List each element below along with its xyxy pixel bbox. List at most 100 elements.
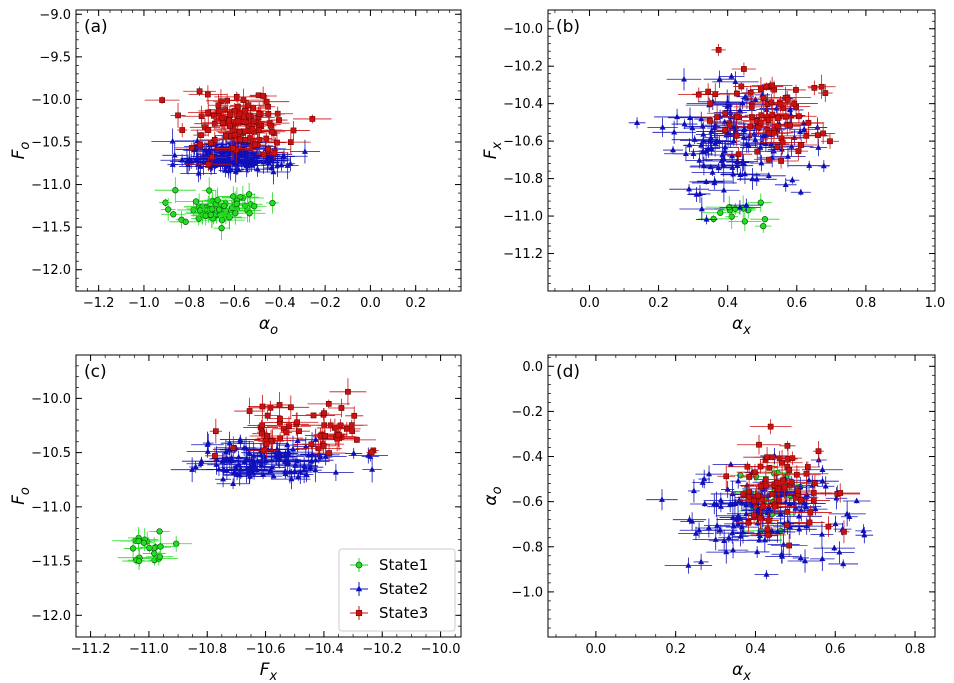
data-point <box>243 455 250 462</box>
data-point <box>788 143 795 149</box>
series-state3 <box>144 85 332 172</box>
data-point <box>259 422 266 429</box>
data-point <box>687 114 694 120</box>
data-point <box>729 529 736 536</box>
y-tick-label: 0.0 <box>522 360 543 375</box>
data-point <box>771 129 777 136</box>
data-point <box>696 526 703 533</box>
data-point <box>822 482 829 489</box>
data-point <box>737 532 744 539</box>
data-point <box>758 159 765 166</box>
data-point <box>263 441 270 447</box>
data-point <box>724 486 731 492</box>
data-point <box>778 145 785 152</box>
data-point <box>708 128 715 134</box>
data-point <box>807 509 814 516</box>
data-point <box>223 162 230 169</box>
data-point <box>274 139 280 146</box>
data-point <box>722 127 728 134</box>
data-point <box>212 452 218 459</box>
data-point <box>769 111 776 118</box>
y-tick-label: −10.4 <box>503 97 543 112</box>
data-point <box>798 497 804 503</box>
data-point <box>321 410 327 417</box>
data-point <box>276 402 283 408</box>
data-point <box>784 442 791 449</box>
data-point <box>714 137 721 144</box>
data-point <box>368 449 375 456</box>
data-point <box>294 437 301 443</box>
data-point <box>286 468 293 475</box>
legend-label-state3: State3 <box>379 604 428 622</box>
data-point <box>233 94 240 100</box>
x-tick-label: 1.0 <box>925 296 946 311</box>
data-point <box>267 122 274 129</box>
data-point <box>759 497 765 503</box>
data-point <box>269 128 275 135</box>
data-point <box>740 126 747 133</box>
data-point <box>751 512 757 519</box>
data-point <box>179 127 186 133</box>
data-point <box>762 482 769 489</box>
data-point <box>690 150 697 157</box>
data-point <box>182 218 189 225</box>
x-tick-label: 0.8 <box>905 642 926 657</box>
data-point <box>231 469 238 475</box>
data-point <box>810 490 817 496</box>
legend-marker <box>355 609 363 617</box>
data-point <box>766 464 773 471</box>
data-point <box>815 132 821 139</box>
legend-label-state1: State1 <box>379 556 428 574</box>
data-point <box>861 531 868 538</box>
data-point <box>779 459 785 466</box>
x-tick-label: 0.0 <box>586 642 607 657</box>
data-point <box>226 439 233 446</box>
data-point <box>761 536 768 543</box>
legend-box <box>338 548 456 632</box>
axes-frame <box>547 9 936 292</box>
series-state1 <box>112 527 193 571</box>
data-point <box>350 450 357 456</box>
data-point <box>307 463 314 470</box>
data-point <box>289 445 296 452</box>
data-point <box>320 443 327 449</box>
x-tick-label: −0.6 <box>219 296 251 311</box>
data-point <box>801 500 808 506</box>
data-point <box>733 132 740 139</box>
data-point <box>717 496 724 503</box>
data-point <box>345 388 351 395</box>
data-point <box>805 119 812 126</box>
data-point <box>301 148 308 154</box>
x-tick-label: 0.6 <box>786 296 807 311</box>
data-point <box>796 525 803 532</box>
data-point <box>172 187 179 194</box>
data-point <box>796 512 803 519</box>
data-point <box>263 98 270 105</box>
data-point <box>215 465 222 472</box>
data-point <box>745 519 752 526</box>
data-point <box>192 463 199 470</box>
y-tick-label: −10.0 <box>31 392 71 407</box>
data-point <box>786 106 793 113</box>
data-point <box>806 162 813 168</box>
y-tick-label: −12.0 <box>31 609 71 624</box>
data-point <box>219 120 226 126</box>
data-point <box>698 142 705 148</box>
data-point <box>169 137 176 144</box>
data-point <box>689 517 696 524</box>
data-point <box>312 436 319 442</box>
panel-c: −11.2 −11.0 −10.8 −10.6 −10.4 −10.2 −10.0 −10.0… <box>9 354 462 683</box>
data-point <box>207 211 214 219</box>
y-tick-label: −10.5 <box>31 446 71 461</box>
data-point <box>698 205 705 212</box>
data-point <box>659 123 666 130</box>
x-tick-label: 0.2 <box>648 296 669 311</box>
x-tick-label: −10.6 <box>246 642 286 657</box>
data-point <box>727 461 734 467</box>
data-point <box>825 523 832 530</box>
data-point <box>260 93 266 99</box>
y-tick-label: −11.2 <box>503 247 543 262</box>
data-point <box>730 137 737 144</box>
x-tick-label: 0.6 <box>825 642 846 657</box>
data-point <box>741 66 747 72</box>
